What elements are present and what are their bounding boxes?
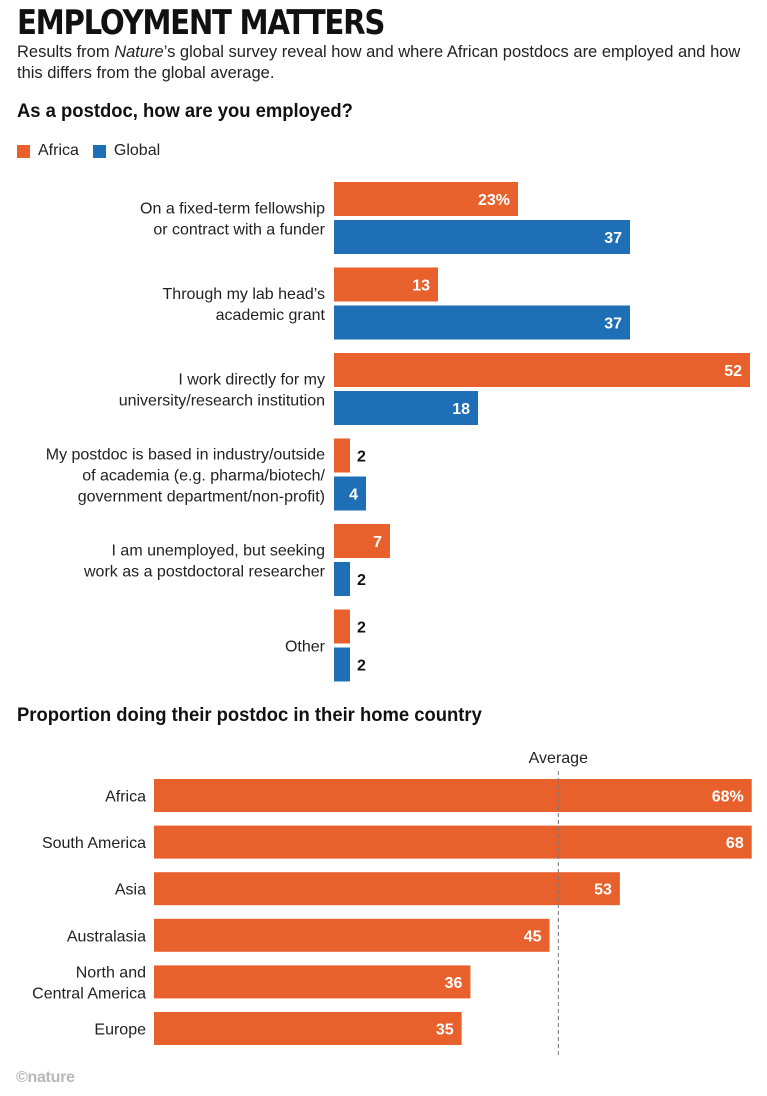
bar-global-6	[334, 647, 350, 682]
category-label-4-line-2: of academia (e.g. pharma/biotech/	[82, 468, 325, 485]
standfirst-start: Results from	[17, 43, 115, 61]
bar-global-5	[334, 562, 350, 596]
bar-home-country-africa	[154, 779, 752, 812]
standfirst-end: ’s global survey reveal how and where Af…	[17, 43, 741, 82]
category-label-1-line-1: On a fixed-term fellowship	[140, 201, 325, 218]
region-label-africa: Africa	[105, 789, 146, 806]
chart-standfirst: Results from Nature’s global survey reve…	[17, 42, 757, 84]
value-label-home-country-australasia: 45	[524, 928, 542, 945]
value-label-home-country-africa: 68%	[712, 789, 744, 806]
legend-item-global: Global	[92, 142, 161, 160]
standfirst-publication: Nature	[114, 43, 164, 61]
category-label-4-line-1: My postdoc is based in industry/outside	[46, 447, 325, 464]
value-label-global-3: 18	[452, 401, 470, 418]
nature-credit: ©nature	[16, 1069, 75, 1086]
bar-africa-4	[334, 438, 350, 473]
bar-africa-1	[334, 182, 518, 216]
category-label-1-line-2: or contract with a funder	[153, 222, 325, 239]
value-label-africa-2: 13	[412, 278, 430, 295]
value-label-global-6: 2	[357, 658, 366, 675]
bar-home-country-asia	[154, 872, 620, 906]
value-label-home-country-asia: 53	[594, 882, 612, 899]
bar-home-country-europe	[154, 1012, 462, 1045]
region-label-australasia: Australasia	[67, 928, 146, 945]
value-label-africa-1: 23%	[478, 192, 510, 209]
category-label-3-line-1: I work directly for my	[178, 372, 325, 389]
value-label-africa-4: 2	[357, 449, 366, 466]
bar-global-2	[334, 305, 630, 340]
average-label: Average	[529, 750, 588, 767]
bar-africa-3	[334, 353, 750, 387]
bar-africa-5	[334, 524, 390, 558]
bar-africa-2	[334, 267, 438, 302]
value-label-africa-3: 52	[724, 363, 742, 380]
bar-home-country-north-and-central-america	[154, 965, 471, 999]
employment-legend: Africa Global	[17, 142, 174, 160]
region-label-north-and-central-america-line-2: Central America	[32, 985, 146, 1002]
value-label-home-country-north-and-central-america: 36	[445, 975, 463, 992]
region-label-asia: Asia	[115, 882, 146, 899]
category-label-5-line-2: work as a postdoctoral researcher	[83, 564, 326, 581]
bar-home-country-south-america	[154, 825, 752, 859]
legend-label-africa: Africa	[38, 142, 79, 159]
bar-global-4	[334, 476, 366, 511]
bar-home-country-australasia	[154, 918, 550, 952]
category-label-5-line-1: I am unemployed, but seeking	[112, 543, 325, 560]
legend-label-global: Global	[113, 142, 161, 159]
home-country-chart-title: Proportion doing their postdoc in their …	[17, 705, 482, 726]
legend-swatch-global	[92, 144, 106, 158]
employment-chart-title: As a postdoc, how are you employed?	[17, 101, 353, 122]
category-label-6-line-1: Other	[285, 639, 326, 656]
category-label-2-line-2: academic grant	[216, 307, 326, 324]
region-label-south-america: South America	[42, 835, 146, 852]
value-label-global-1: 37	[604, 230, 622, 247]
category-label-3-line-2: university/research institution	[119, 393, 325, 410]
category-label-4-line-3: government department/non-profit)	[78, 489, 325, 506]
legend-swatch-africa	[17, 144, 30, 158]
bar-africa-6	[334, 609, 350, 644]
region-label-north-and-central-america-line-1: North and	[76, 964, 146, 981]
category-label-2-line-1: Through my lab head’s	[163, 286, 325, 303]
value-label-global-5: 2	[357, 572, 366, 589]
legend-item-africa: Africa	[17, 142, 79, 160]
value-label-africa-6: 2	[357, 620, 366, 637]
bar-global-1	[334, 220, 630, 254]
value-label-global-2: 37	[604, 316, 622, 333]
value-label-home-country-europe: 35	[436, 1022, 454, 1039]
value-label-home-country-south-america: 68	[726, 835, 744, 852]
region-label-europe: Europe	[94, 1022, 146, 1039]
value-label-africa-5: 7	[373, 534, 382, 551]
value-label-global-4: 4	[349, 487, 358, 504]
bar-global-3	[334, 391, 478, 425]
chart-headline: EMPLOYMENT MATTERS	[17, 3, 385, 43]
